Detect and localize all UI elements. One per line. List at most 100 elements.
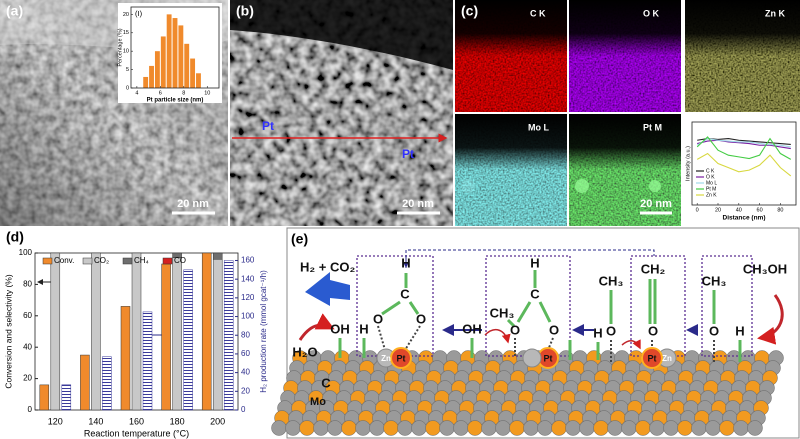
molecule-label: OH: [462, 321, 482, 336]
surface-atom: [411, 420, 427, 436]
panel-b: (b) Pt Pt 20 nm: [230, 0, 453, 226]
x-tick-label: 60: [757, 207, 763, 213]
surface-atom: [663, 420, 679, 436]
profile-line: [696, 138, 791, 148]
map-label: O K: [643, 8, 660, 18]
y-tick-label: 40: [23, 342, 32, 351]
surface-atom: [607, 420, 623, 436]
step-box: [701, 255, 753, 357]
x-tick-label: 20: [715, 207, 721, 213]
x-axis-title: Pt particle size (nm): [147, 98, 204, 104]
histogram-bar: [190, 58, 196, 88]
bond: [538, 301, 552, 323]
surface-atom: [551, 420, 567, 436]
atom-label: Zn: [381, 354, 391, 363]
panel-label: (a): [6, 3, 23, 19]
molecule-label: H: [530, 255, 539, 270]
surface-atom: [537, 420, 553, 436]
x-tick-label: 0: [696, 207, 699, 213]
legend-label: O K: [706, 174, 715, 180]
x-tick-label: 80: [777, 207, 783, 213]
x-tick-label: 160: [129, 416, 144, 426]
bar: [50, 252, 61, 411]
surface-atom: [467, 420, 483, 436]
legend-label: C K: [706, 168, 715, 174]
molecule-label: O: [416, 311, 426, 326]
y2-tick-label: 120: [241, 293, 255, 302]
histogram-bar: [143, 76, 149, 88]
bar: [172, 257, 182, 411]
bar: [212, 259, 223, 411]
x-tick-label: 200: [210, 416, 225, 426]
surface-atom: [425, 420, 441, 436]
histogram-bar: [184, 43, 190, 88]
legend-label: CO: [174, 256, 186, 265]
x-axis-title: Distance (nm): [723, 215, 766, 222]
atom-label: Pt: [397, 353, 406, 363]
bond: [377, 325, 386, 351]
surface-atom: [299, 420, 315, 436]
y-tick-label: 10: [123, 49, 129, 55]
pt-spot: [649, 180, 661, 192]
bar: [201, 252, 212, 411]
atom-label: Zn: [662, 354, 672, 363]
bar: [183, 269, 193, 411]
profile-line: [696, 152, 792, 177]
surface-atom: [355, 420, 371, 436]
y-tick-label: 60: [23, 311, 32, 320]
scale-label: 20 nm: [177, 198, 209, 210]
y-tick-label: 0: [126, 85, 129, 91]
methanol-arrow: [757, 294, 784, 345]
histogram-bar: [172, 18, 178, 88]
bar: [39, 384, 50, 411]
transfer-arrow: [621, 339, 641, 350]
pt-label: Pt: [402, 147, 414, 161]
map-label: C K: [530, 8, 546, 18]
pt-atom: [390, 347, 412, 369]
vacuum: [230, 0, 453, 70]
legend-swatch: [42, 257, 53, 265]
panel-c: (c) C K O K Zn K Mo L Pt M 20 nm: [455, 0, 800, 226]
bar: [212, 252, 223, 260]
y-axis-title: Intensity (a.u.): [685, 146, 691, 181]
bar: [142, 311, 153, 411]
molecule-label: O: [648, 323, 658, 338]
y-tick-label: 15: [123, 30, 129, 36]
molecule-label: CH₂: [641, 261, 666, 276]
y-tick-label: 20: [123, 12, 129, 18]
x-tick-label: 120: [48, 416, 63, 426]
histogram-bar: [149, 65, 154, 88]
panel-label: (e): [291, 231, 308, 247]
map-shade: [455, 114, 567, 226]
molecule-label: O: [549, 322, 559, 337]
y2-tick-label: 80: [241, 330, 250, 339]
panel-label: (d): [6, 229, 24, 245]
cycle-line: [405, 249, 655, 268]
molecule-label: O: [373, 311, 383, 326]
surface-atom: [593, 420, 609, 436]
y-tick-label: 100: [19, 248, 33, 257]
atom-label: Pt: [544, 353, 553, 363]
atom-label: Mo: [310, 396, 326, 408]
surface-atom: [327, 420, 343, 436]
x-axis-title: Reaction temperature (°C): [84, 428, 189, 438]
bond: [408, 301, 420, 315]
surface-atom: [579, 420, 595, 436]
histogram-bar: [160, 36, 166, 88]
plot-frame: [130, 6, 220, 89]
molecule-label: C: [400, 286, 410, 301]
zn-atom: [522, 348, 542, 368]
legend-label: CO₂: [94, 256, 109, 265]
map-label: Pt M: [643, 122, 662, 132]
y-tick-label: 5: [126, 67, 129, 73]
profile-line: [696, 136, 792, 160]
surface-atom: [733, 420, 749, 436]
pt-atom: [641, 347, 663, 369]
bar: [61, 384, 72, 411]
molecule-label: H: [735, 323, 744, 338]
surface-atom: [677, 420, 693, 436]
molecule-label: H₂O: [292, 344, 317, 359]
surface-atom: [313, 420, 329, 436]
bond: [381, 300, 401, 316]
x-tick-label: 140: [88, 416, 103, 426]
